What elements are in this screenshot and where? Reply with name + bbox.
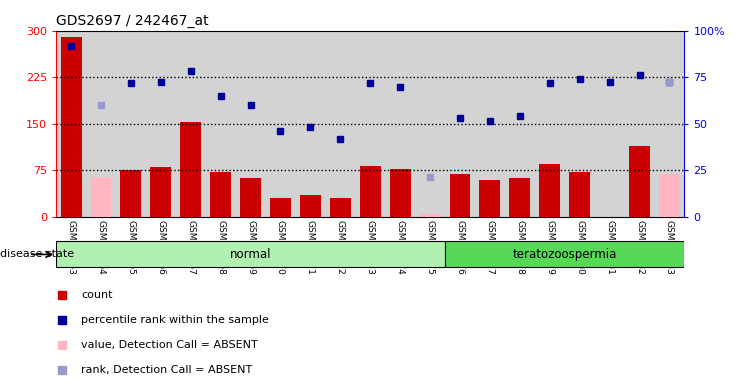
Bar: [475, 31, 505, 217]
Bar: [355, 31, 385, 217]
Bar: [595, 31, 625, 217]
Bar: [629, 146, 650, 217]
Bar: [539, 164, 560, 217]
Bar: [120, 170, 141, 217]
Bar: [56, 242, 445, 267]
Bar: [180, 122, 201, 217]
Text: percentile rank within the sample: percentile rank within the sample: [82, 315, 269, 325]
Text: teratozoospermia: teratozoospermia: [512, 248, 617, 261]
Bar: [150, 167, 171, 217]
Text: disease state: disease state: [0, 249, 74, 260]
Bar: [654, 31, 684, 217]
Bar: [450, 174, 470, 217]
Bar: [535, 31, 565, 217]
Bar: [266, 31, 295, 217]
Bar: [625, 31, 654, 217]
Bar: [300, 195, 321, 217]
Bar: [420, 214, 441, 217]
Bar: [295, 31, 325, 217]
Bar: [325, 31, 355, 217]
Bar: [509, 179, 530, 217]
Bar: [415, 31, 445, 217]
Bar: [91, 177, 111, 217]
Text: count: count: [82, 290, 113, 300]
Bar: [659, 174, 680, 217]
Text: rank, Detection Call = ABSENT: rank, Detection Call = ABSENT: [82, 365, 253, 375]
Bar: [116, 31, 146, 217]
Bar: [505, 31, 535, 217]
Bar: [390, 169, 411, 217]
Bar: [240, 178, 261, 217]
Bar: [86, 31, 116, 217]
Bar: [385, 31, 415, 217]
Bar: [206, 31, 236, 217]
Text: GDS2697 / 242467_at: GDS2697 / 242467_at: [56, 14, 209, 28]
Bar: [210, 172, 231, 217]
Bar: [445, 242, 684, 267]
Bar: [236, 31, 266, 217]
Bar: [146, 31, 176, 217]
Bar: [569, 172, 590, 217]
Bar: [56, 31, 86, 217]
Text: value, Detection Call = ABSENT: value, Detection Call = ABSENT: [82, 340, 258, 350]
Bar: [565, 31, 595, 217]
Bar: [479, 180, 500, 217]
Bar: [445, 31, 475, 217]
Bar: [61, 37, 82, 217]
Text: normal: normal: [230, 248, 272, 261]
Bar: [270, 199, 291, 217]
Bar: [330, 199, 351, 217]
Bar: [360, 166, 381, 217]
Bar: [176, 31, 206, 217]
